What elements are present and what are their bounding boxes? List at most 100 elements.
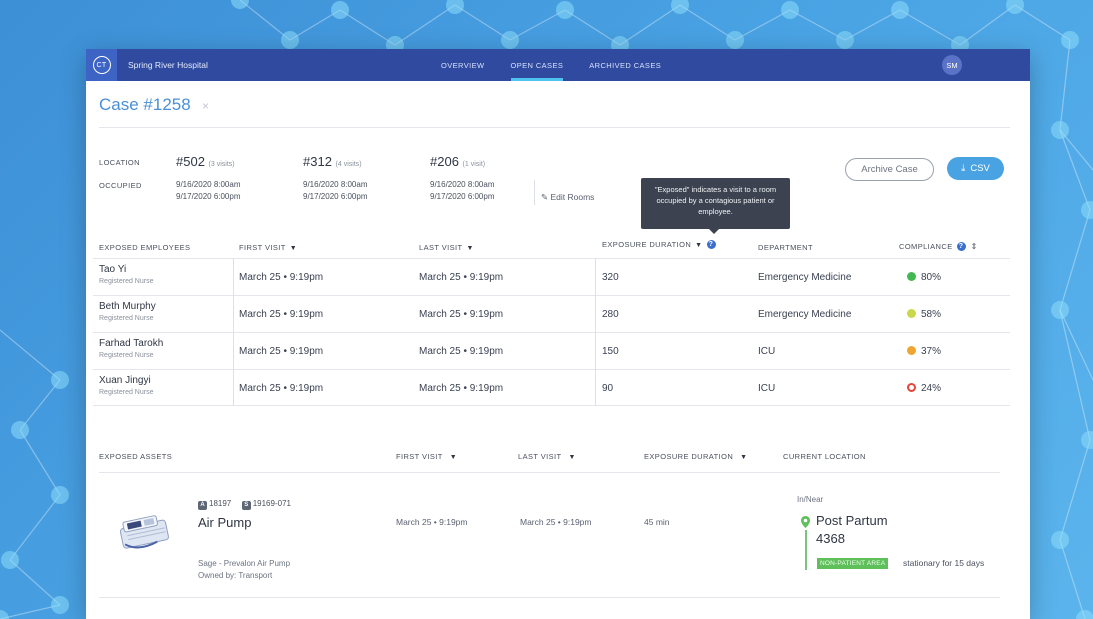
header-exposure-duration[interactable]: EXPOSURE DURATION ▼? bbox=[602, 240, 716, 249]
column-divider bbox=[595, 258, 596, 406]
table-row[interactable]: Xuan Jingyi Registered Nurse March 25 • … bbox=[93, 369, 1010, 406]
edit-rooms-label: Edit Rooms bbox=[550, 192, 595, 202]
main-nav: OVERVIEW OPEN CASES ARCHIVED CASES bbox=[441, 49, 687, 81]
employee-name: Tao Yi bbox=[99, 264, 127, 275]
first-visit-cell: March 25 • 9:19pm bbox=[239, 309, 324, 320]
edit-rooms-link[interactable]: ✎ Edit Rooms bbox=[541, 192, 594, 203]
employee-role: Registered Nurse bbox=[99, 278, 154, 285]
exposed-tooltip: "Exposed" indicates a visit to a room oc… bbox=[641, 178, 790, 234]
occupied-label: OCCUPIED bbox=[99, 181, 142, 190]
header-first-visit[interactable]: FIRST VISIT ▼ bbox=[239, 243, 298, 252]
logo-initials: CT bbox=[92, 56, 111, 74]
sort-down-icon: ▼ bbox=[449, 454, 458, 461]
non-patient-area-badge: NON-PATIENT AREA bbox=[817, 558, 889, 569]
duration-cell: 90 bbox=[602, 383, 614, 394]
room-number: #502 (3 visits) bbox=[176, 154, 235, 169]
employee-role: Registered Nurse bbox=[99, 352, 154, 359]
help-icon[interactable]: ? bbox=[956, 242, 966, 251]
serial-tag: S 19169-071 bbox=[241, 499, 291, 510]
asset-name[interactable]: Air Pump bbox=[198, 515, 252, 530]
asset-duration: 45 min bbox=[644, 517, 670, 527]
asset-header-duration[interactable]: EXPOSURE DURATION ▼ bbox=[644, 452, 748, 461]
room-visits: (4 visits) bbox=[335, 161, 362, 168]
employee-role: Registered Nurse bbox=[99, 389, 154, 396]
table-row[interactable]: Farhad Tarokh Registered Nurse March 25 … bbox=[93, 332, 1010, 369]
archive-case-button[interactable]: Archive Case bbox=[845, 158, 934, 181]
department-cell: ICU bbox=[758, 383, 776, 394]
help-icon[interactable]: ? bbox=[706, 240, 716, 249]
hospital-name: Spring River Hospital bbox=[128, 60, 208, 70]
table-row[interactable]: Beth Murphy Registered Nurse March 25 • … bbox=[93, 295, 1010, 332]
close-icon[interactable]: × bbox=[202, 99, 210, 113]
header-last-visit[interactable]: LAST VISIT ▼ bbox=[419, 243, 474, 252]
nav-archived-cases[interactable]: ARCHIVED CASES bbox=[589, 61, 662, 70]
asset-first-visit: March 25 • 9:19pm bbox=[396, 517, 468, 527]
sort-icon: ⇕ bbox=[970, 242, 978, 251]
duration-cell: 320 bbox=[602, 272, 619, 283]
employee-role: Registered Nurse bbox=[99, 315, 154, 322]
last-visit-cell: March 25 • 9:19pm bbox=[419, 383, 504, 394]
location-prefix: In/Near bbox=[797, 495, 824, 504]
column-divider bbox=[233, 258, 234, 406]
compliance-status-icon bbox=[907, 272, 916, 281]
table-row[interactable]: Tao Yi Registered Nurse March 25 • 9:19p… bbox=[93, 258, 1010, 295]
asset-header-first-visit[interactable]: FIRST VISIT ▼ bbox=[396, 452, 458, 461]
location-name[interactable]: Post Partum bbox=[816, 513, 888, 528]
room-visits: (1 visit) bbox=[462, 161, 486, 168]
sort-down-icon: ▼ bbox=[466, 245, 474, 252]
asset-model: Sage - Prevalon Air Pump bbox=[198, 559, 291, 568]
compliance-status-icon bbox=[907, 383, 916, 392]
first-visit-cell: March 25 • 9:19pm bbox=[239, 383, 324, 394]
room-dates: 9/16/2020 8:00am 9/17/2020 6:00pm bbox=[430, 180, 495, 201]
compliance-cell: 37% bbox=[907, 346, 941, 357]
location-room: 4368 bbox=[816, 531, 845, 546]
room-dates: 9/16/2020 8:00am 9/17/2020 6:00pm bbox=[176, 180, 241, 201]
asset-tags: A 18197 S 19169-071 bbox=[198, 493, 297, 511]
employee-name: Beth Murphy bbox=[99, 301, 156, 312]
room-number: #206 (1 visit) bbox=[430, 154, 486, 169]
employee-name: Farhad Tarokh bbox=[99, 338, 164, 349]
compliance-cell: 58% bbox=[907, 309, 941, 320]
last-visit-cell: March 25 • 9:19pm bbox=[419, 272, 504, 283]
compliance-status-icon bbox=[907, 346, 916, 355]
last-visit-cell: March 25 • 9:19pm bbox=[419, 309, 504, 320]
sort-down-icon: ▼ bbox=[740, 454, 748, 461]
department-cell: ICU bbox=[758, 346, 776, 357]
employee-name: Xuan Jingyi bbox=[99, 375, 151, 386]
air-pump-image bbox=[119, 515, 169, 549]
location-line bbox=[805, 530, 807, 570]
first-visit-cell: March 25 • 9:19pm bbox=[239, 346, 324, 357]
download-icon: ⤓ bbox=[961, 163, 966, 174]
department-cell: Emergency Medicine bbox=[758, 272, 852, 283]
asset-bottom-divider bbox=[99, 597, 1000, 598]
asset-last-visit: March 25 • 9:19pm bbox=[520, 517, 592, 527]
header-exposed-assets: EXPOSED ASSETS bbox=[99, 452, 173, 461]
first-visit-cell: March 25 • 9:19pm bbox=[239, 272, 324, 283]
csv-download-button[interactable]: ⤓ CSV bbox=[947, 157, 1004, 180]
asset-header-last-visit[interactable]: LAST VISIT ▼ bbox=[518, 452, 576, 461]
room-visits: (3 visits) bbox=[208, 161, 235, 168]
asset-owner: Owned by: Transport bbox=[198, 571, 273, 580]
sort-down-icon: ▼ bbox=[289, 245, 298, 252]
room-number: #312 (4 visits) bbox=[303, 154, 362, 169]
header-compliance[interactable]: COMPLIANCE? ⇕ bbox=[899, 242, 978, 251]
rooms-divider bbox=[534, 180, 535, 205]
user-avatar[interactable]: SM bbox=[942, 55, 962, 75]
duration-cell: 150 bbox=[602, 346, 619, 357]
location-pin-icon bbox=[801, 516, 810, 528]
room-dates: 9/16/2020 8:00am 9/17/2020 6:00pm bbox=[303, 180, 368, 201]
pencil-icon: ✎ bbox=[541, 192, 549, 202]
header-department: DEPARTMENT bbox=[758, 243, 813, 252]
duration-cell: 280 bbox=[602, 309, 619, 320]
nav-open-cases[interactable]: OPEN CASES bbox=[510, 49, 564, 81]
app-window: CT Spring River Hospital OVERVIEW OPEN C… bbox=[86, 49, 1030, 619]
asset-header-location: CURRENT LOCATION bbox=[783, 452, 866, 461]
top-navigation-bar: CT Spring River Hospital OVERVIEW OPEN C… bbox=[86, 49, 1030, 81]
app-logo[interactable]: CT bbox=[86, 49, 117, 81]
nav-overview[interactable]: OVERVIEW bbox=[441, 61, 485, 70]
sort-down-icon: ▼ bbox=[695, 242, 703, 249]
page-title: Case #1258 bbox=[99, 95, 191, 114]
csv-label: CSV bbox=[970, 163, 990, 174]
title-divider bbox=[99, 127, 1010, 128]
